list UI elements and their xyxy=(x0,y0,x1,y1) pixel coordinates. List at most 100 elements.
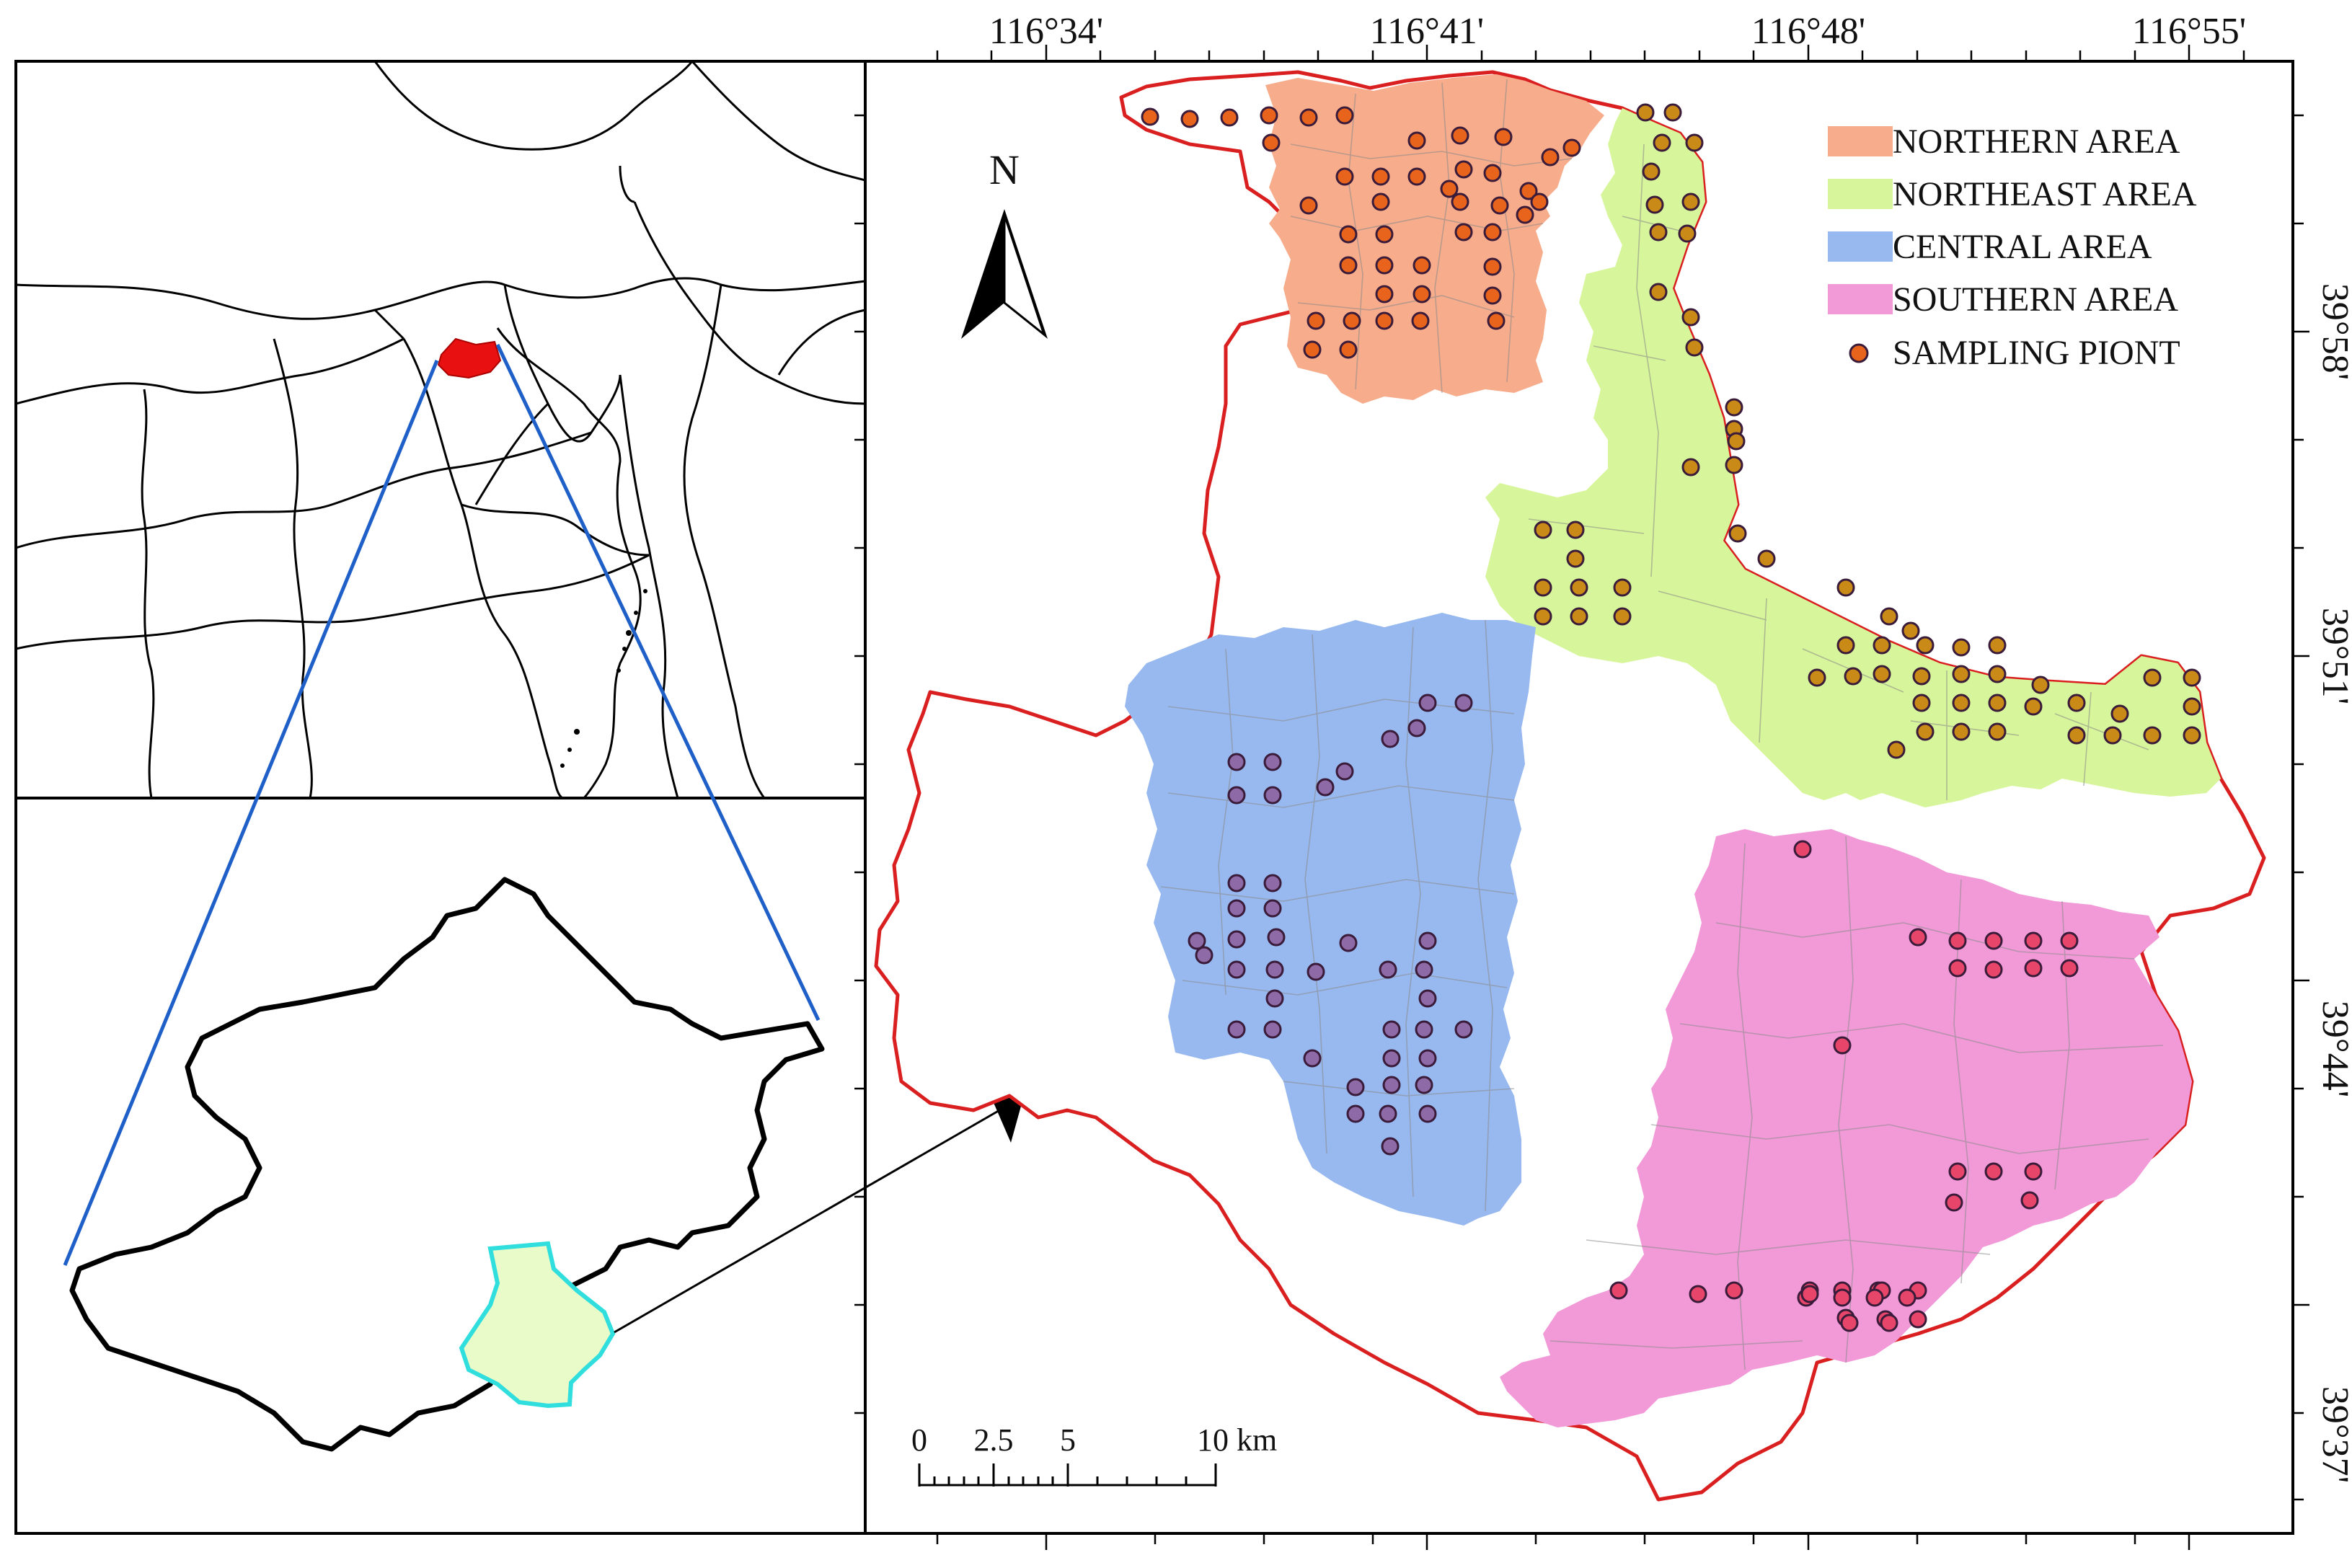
northern-sampling-point xyxy=(1375,311,1394,330)
southern-sampling-point xyxy=(1898,1288,1916,1307)
northern-sampling-point xyxy=(1451,126,1469,145)
north-arrow: N xyxy=(961,146,1048,339)
southern-sampling-point xyxy=(1609,1281,1628,1300)
northern-sampling-point xyxy=(1483,257,1502,276)
northeast-sampling-point xyxy=(1808,668,1826,687)
northeast-sampling-point xyxy=(1912,694,1931,712)
central-sampling-point xyxy=(1454,1020,1473,1039)
central-sampling-point xyxy=(1454,694,1473,712)
legend-label-southern: SOUTHERN AREA xyxy=(1893,280,2178,319)
central-sampling-point xyxy=(1418,694,1437,712)
northeast-sampling-point xyxy=(1534,607,1552,626)
northeast-sampling-point xyxy=(1988,694,2007,712)
central-sampling-point xyxy=(1227,874,1246,892)
southern-sampling-point xyxy=(2060,959,2079,978)
northeast-sampling-point xyxy=(1534,578,1552,597)
northeast-sampling-point xyxy=(1685,133,1704,152)
central-sampling-point xyxy=(1382,1049,1401,1068)
central-area-polygon xyxy=(1125,613,1536,1226)
northern-sampling-point xyxy=(1412,256,1431,275)
northern-sampling-point xyxy=(1412,285,1431,304)
legend-label-central: CENTRAL AREA xyxy=(1893,228,2152,266)
northeast-sampling-point xyxy=(1952,722,1971,741)
scale-label-2-5: 2.5 xyxy=(974,1422,1014,1458)
northern-sampling-point xyxy=(1335,167,1354,186)
central-sampling-point xyxy=(1415,960,1433,979)
southern-sampling-point xyxy=(2020,1191,2039,1210)
northern-sampling-point xyxy=(1519,182,1538,200)
central-sampling-point xyxy=(1307,962,1325,981)
northeast-sampling-point xyxy=(1887,740,1906,759)
northeast-sampling-point xyxy=(2067,694,2086,712)
callout-arrow-line xyxy=(614,1105,1007,1334)
southern-sampling-point xyxy=(1840,1314,1859,1332)
legend-swatch-central xyxy=(1828,231,1893,262)
northeast-sampling-point xyxy=(1645,195,1664,214)
northeast-sampling-point xyxy=(1678,224,1697,243)
central-sampling-point xyxy=(1381,1137,1400,1156)
central-sampling-point xyxy=(1407,719,1426,738)
central-sampling-point xyxy=(1303,1049,1322,1068)
southern-sampling-point xyxy=(1725,1281,1743,1300)
southern-sampling-point xyxy=(1833,1036,1852,1055)
northeast-sampling-point xyxy=(1681,192,1700,211)
northeast-sampling-point xyxy=(1649,223,1668,242)
northeast-sampling-point xyxy=(1836,636,1855,655)
northern-sampling-point xyxy=(1483,164,1502,182)
northern-sampling-point xyxy=(1375,256,1394,275)
central-sampling-point xyxy=(1267,928,1286,947)
northeast-sampling-point xyxy=(1663,103,1682,122)
latitude-label-2: 39°51' xyxy=(2315,608,2352,704)
central-sampling-point xyxy=(1227,753,1246,771)
northern-sampling-point xyxy=(1371,192,1390,211)
central-sampling-point xyxy=(1418,1049,1437,1068)
northeast-sampling-point xyxy=(1844,667,1862,686)
southern-sampling-points xyxy=(1609,840,2079,1332)
southern-sampling-point xyxy=(1948,931,1967,950)
northeast-sampling-point xyxy=(1566,549,1585,568)
northeast-sampling-point xyxy=(1685,338,1704,357)
northern-sampling-point xyxy=(1440,180,1459,198)
northeast-sampling-point xyxy=(1916,722,1935,741)
northern-sampling-point xyxy=(1339,256,1358,275)
northeast-sampling-point xyxy=(1570,607,1588,626)
northern-sampling-point xyxy=(1375,285,1394,304)
northern-sampling-point xyxy=(1490,196,1509,215)
northeast-sampling-point xyxy=(1952,665,1971,683)
northeast-sampling-point xyxy=(2183,668,2201,687)
northern-sampling-point xyxy=(1339,225,1358,244)
north-arrow-label: N xyxy=(989,146,1020,193)
legend-swatch-northeast xyxy=(1828,179,1893,209)
legend-label-northeast: NORTHEAST AREA xyxy=(1893,175,2197,213)
main-map-frame xyxy=(864,60,2294,1535)
central-sampling-point xyxy=(1381,730,1400,748)
northern-sampling-point xyxy=(1299,108,1318,127)
northeast-sampling-point xyxy=(1681,308,1700,327)
southern-sampling-point xyxy=(1984,931,2003,950)
graticule-ticks xyxy=(854,45,2309,1550)
scale-label-0: 0 xyxy=(911,1422,927,1458)
central-sampling-point xyxy=(1227,930,1246,949)
legend-swatch-southern xyxy=(1828,284,1893,314)
central-sampling-point xyxy=(1346,1104,1365,1123)
southern-sampling-point xyxy=(1948,1162,1967,1181)
central-sampling-point xyxy=(1265,960,1284,979)
northeast-sampling-point xyxy=(1880,607,1898,626)
northern-sampling-point xyxy=(1339,340,1358,359)
central-sampling-point xyxy=(1346,1078,1365,1097)
northern-sampling-point xyxy=(1451,192,1469,211)
central-sampling-point xyxy=(1188,931,1206,950)
legend: NORTHERN AREA NORTHEAST AREA CENTRAL ARE… xyxy=(1828,123,2197,372)
southern-sampling-point xyxy=(1984,960,2003,979)
southern-sampling-point xyxy=(2024,931,2043,950)
northeast-sampling-point xyxy=(1952,638,1971,657)
china-inset-frame xyxy=(14,60,867,799)
northeast-sampling-point xyxy=(1757,549,1776,568)
scale-label-5: 5 xyxy=(1060,1422,1076,1458)
central-sampling-point xyxy=(1263,1020,1282,1039)
beijing-outline xyxy=(69,877,825,1452)
southern-sampling-point xyxy=(1909,928,1927,947)
central-sampling-point xyxy=(1382,1076,1401,1094)
northern-sampling-point xyxy=(1530,192,1549,211)
northern-sampling-point xyxy=(1260,106,1278,125)
